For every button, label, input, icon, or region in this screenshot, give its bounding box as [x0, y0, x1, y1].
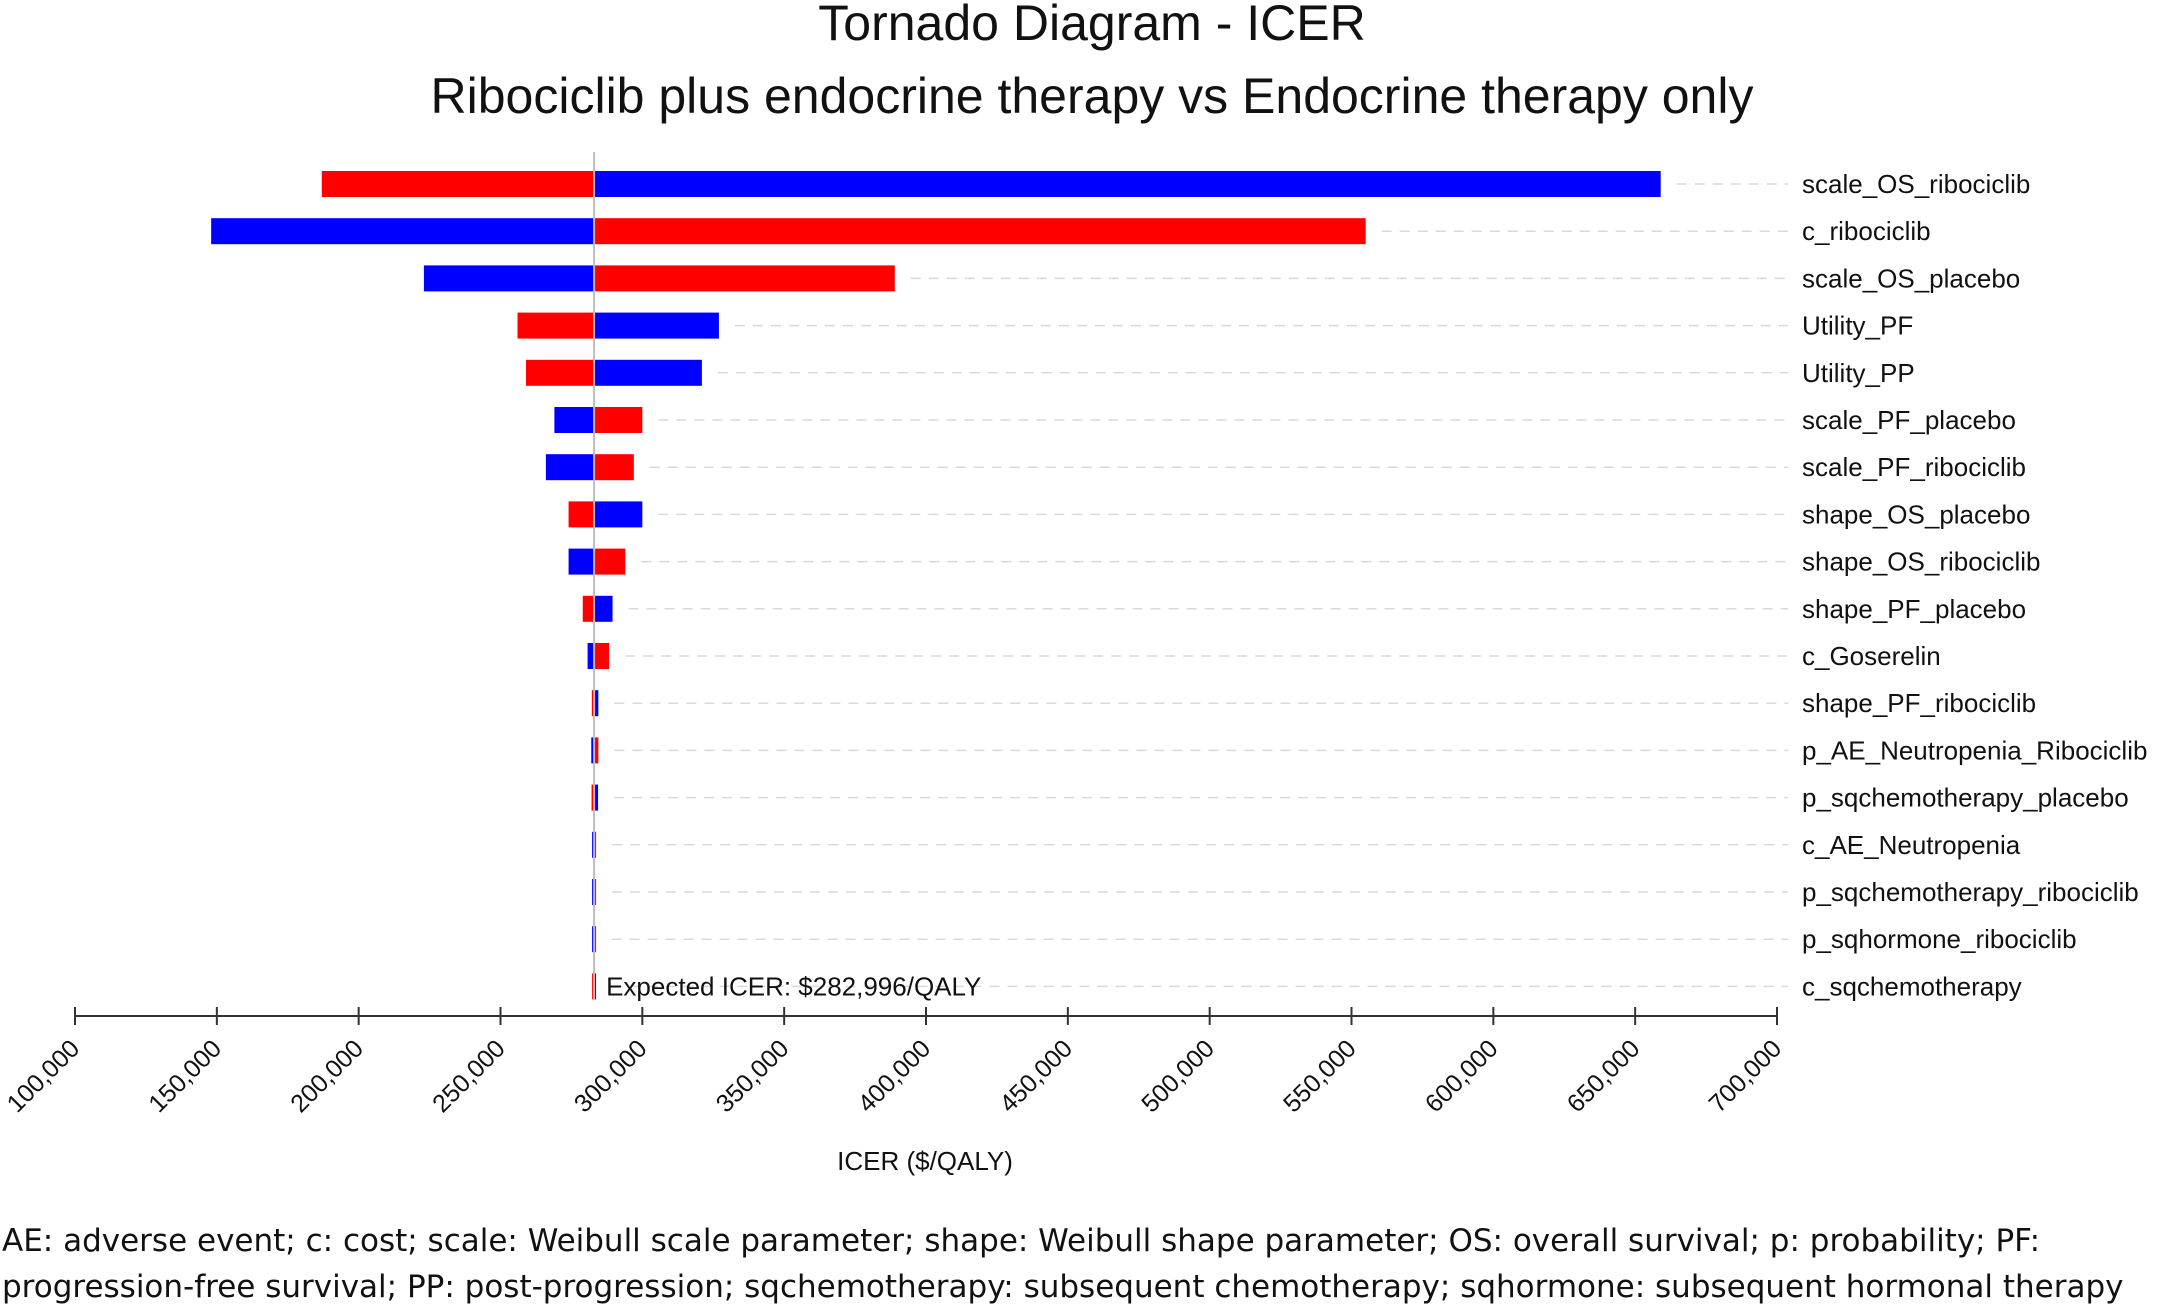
x-tick-label: 700,000 — [1704, 1034, 1788, 1118]
bar-right — [594, 501, 643, 528]
parameter-label: p_sqchemotherapy_placebo — [1802, 783, 2129, 813]
parameter-label: c_Goserelin — [1802, 641, 1941, 671]
bar-left — [591, 690, 595, 717]
parameter-label: scale_OS_placebo — [1802, 263, 2020, 293]
bar-left — [423, 265, 595, 292]
chart-title: Tornado Diagram - ICER — [818, 0, 1365, 51]
x-axis-title: ICER ($/QALY) — [837, 1146, 1013, 1176]
expected-icer-annotation: Expected ICER: $282,996/QALY — [606, 971, 981, 1001]
bar-left — [591, 737, 595, 764]
bar-right — [594, 548, 626, 575]
x-tick-label: 350,000 — [711, 1034, 795, 1118]
bar-left — [582, 595, 595, 622]
x-axis: 100,000 150,000 200,000 250,000 300,000 350,0… — [2, 1007, 1788, 1118]
parameter-label: c_ribociclib — [1802, 216, 1931, 246]
x-tick-label: 650,000 — [1562, 1034, 1646, 1118]
parameter-label: shape_OS_placebo — [1802, 499, 2030, 529]
footnote: AE: adverse event; c: cost; scale: Weibu… — [2, 1218, 2162, 1310]
bar-left — [545, 454, 595, 481]
x-tick-label: 300,000 — [569, 1034, 653, 1118]
parameter-labels: scale_OS_ribociclib c_ribociclib scale_OS_… — [1802, 169, 2147, 1001]
bar-right — [594, 171, 1661, 197]
bar-right — [594, 218, 1366, 245]
parameter-label: shape_PF_placebo — [1802, 594, 2026, 624]
bar-right — [594, 359, 702, 386]
footnote-line-1: AE: adverse event; c: cost; scale: Weibu… — [2, 1223, 2041, 1259]
footnote-line-2: progression-free survival; PP: post-prog… — [2, 1269, 2124, 1305]
bar-left — [591, 784, 595, 811]
bar-right — [594, 265, 895, 292]
bar-left — [554, 407, 595, 433]
parameter-label: p_AE_Neutropenia_Ribociclib — [1802, 735, 2147, 765]
row-guides — [611, 183, 1788, 988]
parameter-label: c_sqchemotherapy — [1802, 971, 2022, 1001]
parameter-label: shape_OS_ribociclib — [1802, 547, 2040, 577]
bar-right — [594, 737, 599, 764]
parameter-label: scale_OS_ribociclib — [1802, 169, 2030, 199]
x-tick-label: 600,000 — [1420, 1034, 1504, 1118]
parameter-label: scale_PF_ribociclib — [1802, 452, 2026, 482]
tornado-chart: Tornado Diagram - ICER Ribociclib plus e… — [2, 0, 2148, 1176]
x-tick-label: 450,000 — [994, 1034, 1078, 1118]
bar-right — [594, 643, 610, 669]
x-tick-label: 250,000 — [427, 1034, 511, 1118]
bars — [211, 171, 1661, 1000]
x-tick-label: 500,000 — [1136, 1034, 1220, 1118]
bar-right — [594, 784, 599, 811]
parameter-label: p_sqchemotherapy_ribociclib — [1802, 877, 2139, 907]
bar-right — [594, 407, 643, 433]
parameter-label: Utility_PF — [1802, 311, 1913, 341]
bar-left — [211, 218, 595, 245]
parameter-label: c_AE_Neutropenia — [1802, 830, 2021, 860]
bar-left — [526, 359, 595, 386]
bar-left — [568, 501, 595, 528]
bar-right — [594, 690, 599, 717]
x-tick-label: 550,000 — [1278, 1034, 1362, 1118]
x-tick-label: 200,000 — [285, 1034, 369, 1118]
parameter-label: shape_PF_ribociclib — [1802, 688, 2036, 718]
parameter-label: Utility_PP — [1802, 358, 1915, 388]
bar-left — [587, 643, 595, 669]
bar-left — [568, 548, 595, 575]
x-tick-label: 100,000 — [2, 1034, 86, 1118]
bar-left — [321, 171, 595, 197]
bar-right — [594, 595, 613, 622]
bar-right — [594, 454, 634, 481]
x-tick-label: 400,000 — [853, 1034, 937, 1118]
chart-subtitle: Ribociclib plus endocrine therapy vs End… — [431, 68, 1754, 124]
parameter-label: scale_PF_placebo — [1802, 405, 2016, 435]
x-tick-label: 150,000 — [143, 1034, 227, 1118]
parameter-label: p_sqhormone_ribociclib — [1802, 924, 2077, 954]
bar-right — [594, 312, 719, 339]
bar-left — [517, 312, 595, 339]
